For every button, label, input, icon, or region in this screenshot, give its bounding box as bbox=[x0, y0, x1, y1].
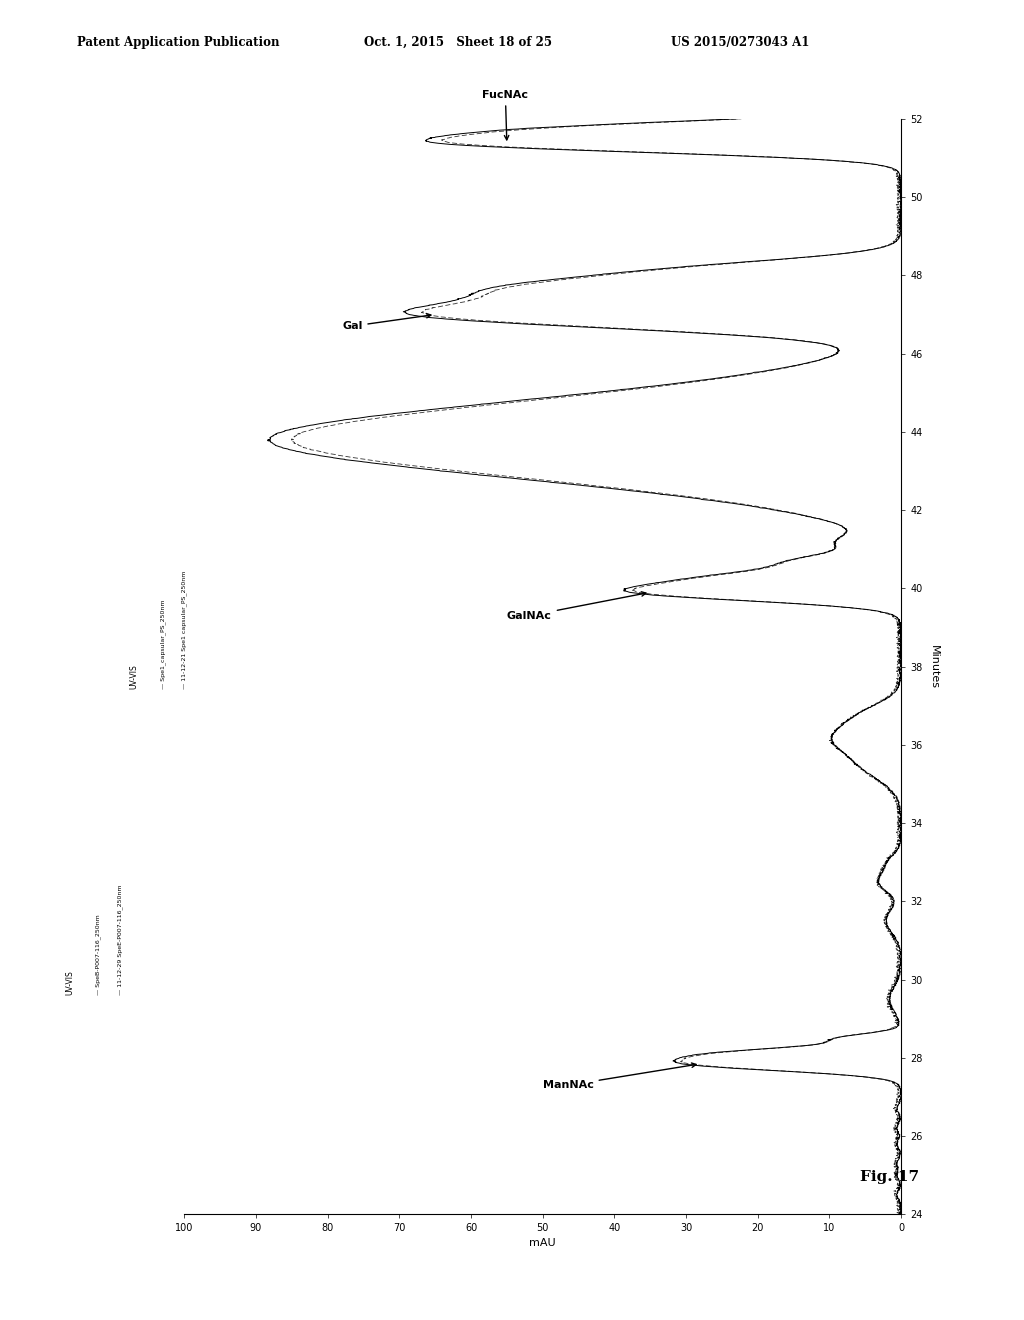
Text: US 2015/0273043 A1: US 2015/0273043 A1 bbox=[671, 36, 809, 49]
Text: UV-VIS: UV-VIS bbox=[66, 970, 74, 995]
Text: Fig. 17: Fig. 17 bbox=[860, 1171, 920, 1184]
Text: Patent Application Publication: Patent Application Publication bbox=[77, 36, 280, 49]
Text: — SpeB-P007-116_250nm: — SpeB-P007-116_250nm bbox=[95, 915, 101, 995]
Text: UV-VIS: UV-VIS bbox=[130, 664, 138, 689]
Text: — Spe1_capsular_PS_250nm: — Spe1_capsular_PS_250nm bbox=[160, 599, 166, 689]
Y-axis label: Minutes: Minutes bbox=[930, 644, 939, 689]
X-axis label: mAU: mAU bbox=[529, 1238, 556, 1247]
Text: — 11-12-21 Spe1 capsular_PS_250nm: — 11-12-21 Spe1 capsular_PS_250nm bbox=[181, 570, 187, 689]
Text: Gal: Gal bbox=[342, 313, 431, 331]
Text: GalNAc: GalNAc bbox=[507, 591, 646, 620]
Text: Oct. 1, 2015   Sheet 18 of 25: Oct. 1, 2015 Sheet 18 of 25 bbox=[364, 36, 552, 49]
Text: ManNAc: ManNAc bbox=[543, 1063, 696, 1090]
Text: FucNAc: FucNAc bbox=[482, 90, 528, 140]
Text: — 11-12-29 SpeE-P007-116_250nm: — 11-12-29 SpeE-P007-116_250nm bbox=[117, 884, 123, 995]
